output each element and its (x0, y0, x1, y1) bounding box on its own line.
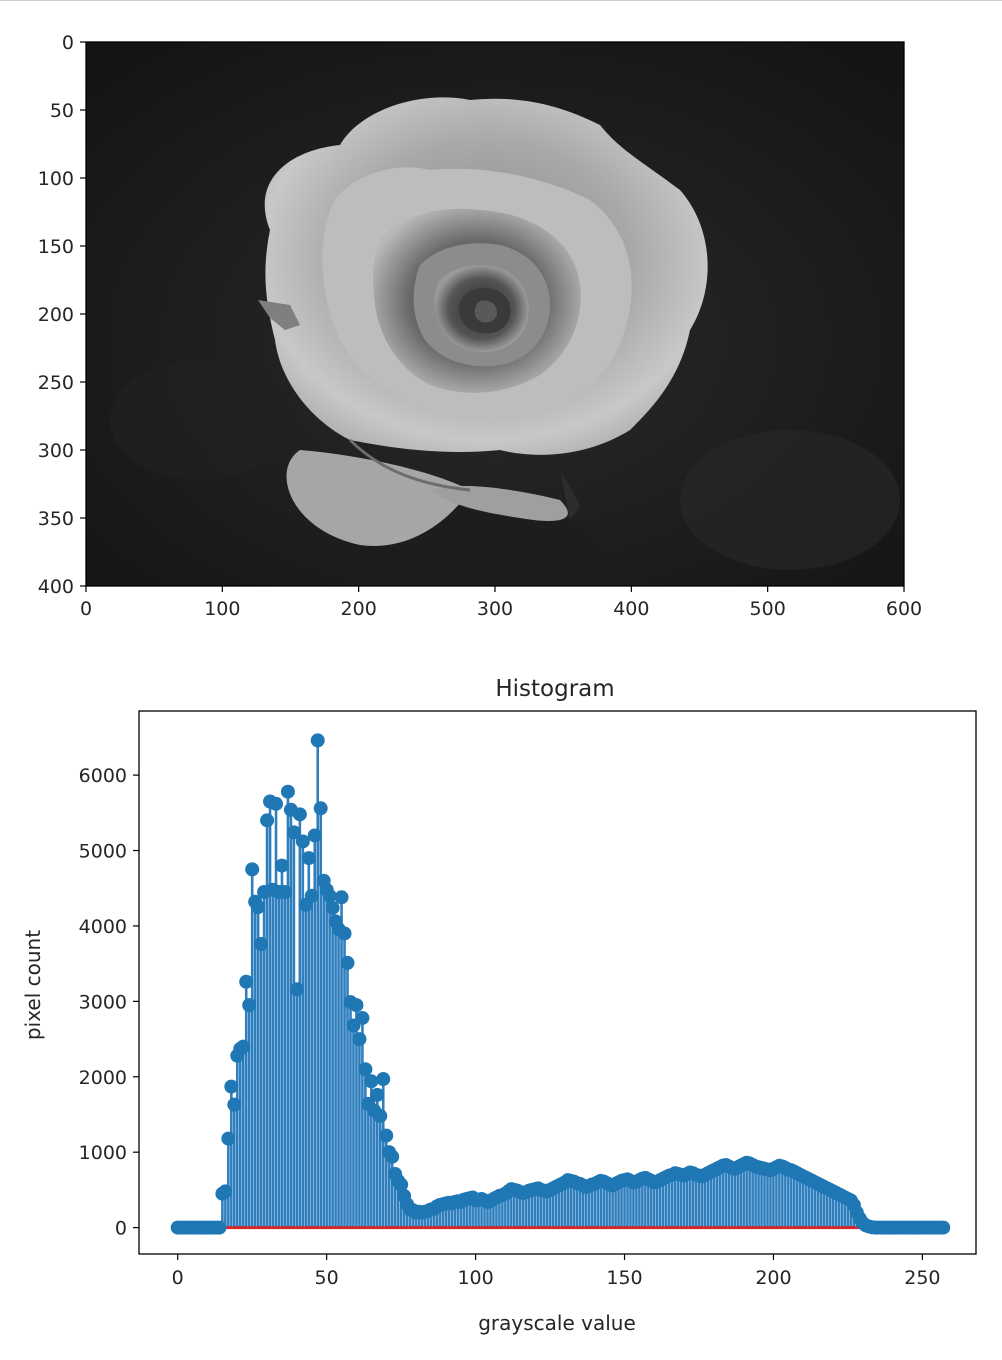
image-y-tick-label: 250 (38, 372, 74, 394)
stem-marker (364, 1074, 379, 1089)
y-tick-label: 5000 (79, 841, 127, 863)
stem-marker (313, 801, 328, 816)
image-x-tick-label: 0 (80, 598, 92, 620)
stem-marker (334, 890, 349, 905)
image-x-tick-label: 100 (204, 598, 240, 620)
stem-marker (251, 900, 266, 915)
stem-marker (310, 733, 325, 748)
stem-marker (221, 1131, 236, 1146)
image-y-tick-label: 350 (38, 508, 74, 530)
stem-marker (301, 851, 316, 866)
stem-markers (170, 733, 951, 1235)
stem-marker (394, 1177, 409, 1192)
stem-marker (242, 998, 257, 1013)
stem-marker (212, 1220, 227, 1235)
stem-marker (295, 834, 310, 849)
image-y-tick-label: 0 (62, 32, 74, 54)
chart-title: Histogram (495, 676, 614, 702)
histogram-x-ticks: 0 50 100 150 200 250 (172, 1254, 941, 1289)
image-x-ticks: 0 100 200 300 400 500 600 (80, 586, 922, 620)
stem-marker (218, 1184, 233, 1199)
x-tick-label: 100 (457, 1267, 493, 1289)
stem-marker (292, 807, 307, 822)
stem-marker (322, 888, 337, 903)
cell-top-divider (0, 0, 1002, 1)
y-tick-label: 3000 (79, 991, 127, 1013)
stem-marker (236, 1039, 251, 1054)
image-y-tick-label: 150 (38, 236, 74, 258)
stem-marker (376, 1072, 391, 1087)
histogram-axes: Histogram 0 50 100 150 200 250 0 1000 2000 3000 4… (21, 676, 977, 1335)
stem-marker (379, 1128, 394, 1143)
x-tick-label: 150 (606, 1267, 642, 1289)
stem-marker (304, 888, 319, 903)
x-tick-label: 200 (755, 1267, 791, 1289)
x-tick-label: 50 (315, 1267, 339, 1289)
image-x-tick-label: 500 (750, 598, 786, 620)
image-x-tick-label: 300 (477, 598, 513, 620)
stem-marker (355, 1010, 370, 1025)
stem-marker (286, 825, 301, 840)
histogram-y-ticks: 0 1000 2000 3000 4000 5000 6000 (79, 765, 139, 1240)
image-axes: 0 100 200 300 400 500 600 0 50 100 150 200 250 300 35… (38, 32, 922, 620)
stem-marker (245, 862, 260, 877)
y-tick-label: 2000 (79, 1067, 127, 1089)
stem-marker (340, 955, 355, 970)
stem-marker (254, 937, 269, 952)
x-axis-label: grayscale value (478, 1311, 636, 1335)
stem-marker (325, 900, 340, 915)
stem-marker (352, 1032, 367, 1047)
y-tick-label: 6000 (79, 765, 127, 787)
stem-marker (280, 784, 295, 799)
stem-marker (269, 796, 284, 811)
y-tick-label: 1000 (79, 1142, 127, 1164)
plot-frame (138, 710, 977, 1255)
x-tick-label: 250 (904, 1267, 940, 1289)
stem-marker (385, 1149, 400, 1164)
image-y-tick-label: 200 (38, 304, 74, 326)
stem-marker (274, 858, 289, 873)
stem-marker (936, 1220, 951, 1235)
y-axis-label: pixel count (21, 930, 45, 1040)
stem-marker (358, 1062, 373, 1077)
image-y-tick-label: 400 (38, 576, 74, 598)
stem-marker (289, 982, 304, 997)
stem-marker (370, 1087, 385, 1102)
stem-marker (337, 926, 352, 941)
stem-marker (373, 1108, 388, 1123)
stem-marker (307, 828, 322, 843)
y-tick-label: 0 (115, 1218, 127, 1240)
image-y-tick-label: 300 (38, 440, 74, 462)
stem-marker (224, 1079, 239, 1094)
image-y-ticks: 0 50 100 150 200 250 300 350 400 (38, 32, 86, 598)
image-x-tick-label: 200 (341, 598, 377, 620)
stem-marker (227, 1097, 242, 1112)
stem-marker (349, 998, 364, 1013)
image-y-tick-label: 50 (50, 100, 74, 122)
y-tick-label: 4000 (79, 916, 127, 938)
stem-marker (260, 813, 275, 828)
x-tick-label: 0 (172, 1267, 184, 1289)
image-x-tick-label: 400 (613, 598, 649, 620)
image-x-tick-label: 600 (886, 598, 922, 620)
stem-marker (239, 974, 254, 989)
stem-marker (277, 885, 292, 899)
image-y-tick-label: 100 (38, 168, 74, 190)
rose-image (110, 97, 900, 585)
